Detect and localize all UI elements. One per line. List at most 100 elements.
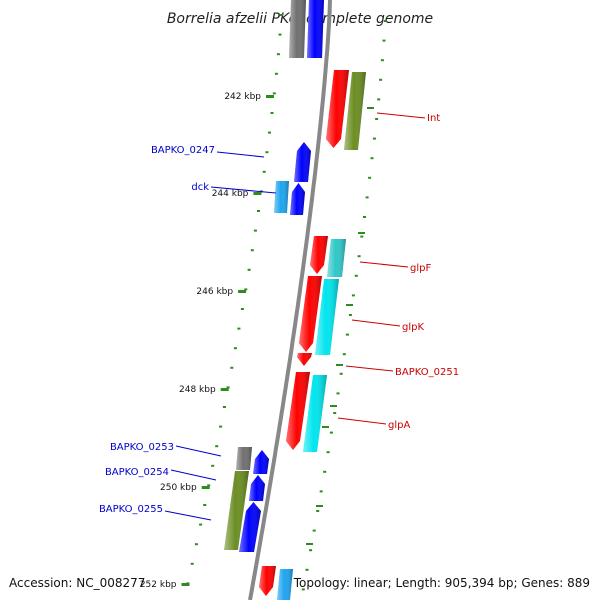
minor-tick-right xyxy=(365,196,369,199)
gene-glpk-red[interactable] xyxy=(299,276,322,352)
gene-bapko-0247[interactable] xyxy=(294,142,311,182)
minor-tick-left xyxy=(233,347,237,350)
minor-tick-right xyxy=(377,98,381,101)
minor-tick-left xyxy=(257,210,260,212)
gene-glpa-red[interactable] xyxy=(286,372,310,450)
minor-tick-right xyxy=(326,451,330,454)
major-tick xyxy=(201,486,210,489)
leader-line-glpk xyxy=(351,319,401,327)
minor-tick-left xyxy=(250,249,254,252)
minor-tick-left xyxy=(207,484,211,487)
minor-tick-left xyxy=(274,72,278,75)
gene-bottom-red[interactable] xyxy=(259,566,276,596)
minor-tick-right xyxy=(323,470,327,473)
gene-features xyxy=(224,0,366,600)
right-tick xyxy=(367,107,374,109)
tick-label: 248 kbp xyxy=(179,385,216,395)
gene-label-bapko-0254[interactable]: BAPKO_0254 xyxy=(105,467,169,478)
leader-line-bapko-0253 xyxy=(175,445,222,457)
right-tick xyxy=(322,426,329,428)
leader-line-bapko-0255 xyxy=(164,510,212,521)
gene-bapko-0254-olive[interactable] xyxy=(224,471,249,550)
gene-int-red[interactable] xyxy=(326,70,349,148)
gene-label-glpa[interactable]: glpA xyxy=(388,420,410,431)
minor-tick-right xyxy=(363,216,366,218)
gene-dck-lightblue[interactable] xyxy=(274,181,289,213)
minor-tick-right xyxy=(354,274,358,277)
gene-label-bapko-0255[interactable]: BAPKO_0255 xyxy=(99,504,163,515)
gene-bottom-lightblue[interactable] xyxy=(277,569,293,600)
minor-tick-left xyxy=(211,464,215,467)
minor-tick-right xyxy=(345,333,349,336)
minor-tick-right xyxy=(372,137,376,140)
minor-tick-right xyxy=(357,255,361,258)
tick-label: 252 kbp xyxy=(140,580,177,590)
major-tick xyxy=(181,583,190,586)
minor-tick-right xyxy=(368,176,372,179)
gene-bapko-0251[interactable] xyxy=(297,353,312,366)
minor-tick-right xyxy=(301,588,305,591)
gene-glpk-cyan[interactable] xyxy=(315,279,339,355)
minor-tick-left xyxy=(215,445,219,448)
minor-tick-marks xyxy=(186,14,387,591)
gene-top-gray[interactable] xyxy=(289,0,306,58)
gene-label-bapko-0251[interactable]: BAPKO_0251 xyxy=(395,367,459,378)
minor-tick-left xyxy=(240,308,244,310)
gene-glpf-red[interactable] xyxy=(310,236,328,274)
leader-line-int xyxy=(376,112,426,119)
gene-dck-blue[interactable] xyxy=(290,183,305,215)
gene-label-glpf[interactable]: glpF xyxy=(410,263,431,274)
minor-tick-right xyxy=(380,59,384,62)
gene-bapko-0254-blue[interactable] xyxy=(249,475,265,501)
minor-tick-right xyxy=(336,392,340,395)
minor-tick-right xyxy=(312,529,316,532)
leader-line-glpa xyxy=(337,417,387,425)
minor-tick-right xyxy=(382,39,386,42)
minor-tick-right xyxy=(333,412,337,414)
minor-tick-right xyxy=(360,235,364,238)
minor-tick-left xyxy=(190,562,194,565)
minor-tick-left xyxy=(244,288,248,291)
major-tick xyxy=(253,192,262,195)
minor-tick-right xyxy=(316,510,320,512)
minor-tick-left xyxy=(265,151,269,154)
gene-label-bapko-0247[interactable]: BAPKO_0247 xyxy=(151,145,215,156)
major-tick xyxy=(220,388,229,391)
minor-tick-right xyxy=(329,431,333,434)
minor-tick-right xyxy=(342,353,346,356)
gene-bapko-0255-blue[interactable] xyxy=(239,502,261,552)
minor-tick-left xyxy=(203,504,207,506)
minor-tick-right xyxy=(305,568,309,571)
gene-label-int[interactable]: Int xyxy=(427,113,440,124)
gene-label-dck[interactable]: dck xyxy=(191,182,209,193)
minor-tick-right xyxy=(383,20,387,22)
minor-tick-left xyxy=(270,112,274,114)
topology-text: Topology: linear; Length: 905,394 bp; Ge… xyxy=(293,576,590,590)
minor-tick-left xyxy=(199,523,203,526)
minor-tick-right xyxy=(351,294,355,297)
gene-glpa-cyan[interactable] xyxy=(303,375,327,452)
gene-bapko-0253-gray[interactable] xyxy=(236,447,252,470)
tick-label: 244 kbp xyxy=(212,189,249,199)
minor-tick-left xyxy=(230,366,234,369)
gene-int-olive[interactable] xyxy=(344,72,366,150)
minor-tick-left xyxy=(253,229,257,232)
gene-top-blue[interactable] xyxy=(307,0,324,58)
major-tick-marks: 242 kbp 244 kbp 246 kbp 248 kbp 250 kbp 252 k… xyxy=(140,92,374,590)
major-tick xyxy=(238,290,247,293)
gene-bapko-0253-blue[interactable] xyxy=(253,450,269,474)
minor-tick-left xyxy=(194,543,198,546)
right-tick xyxy=(306,543,313,545)
gene-label-glpk[interactable]: glpK xyxy=(402,322,424,333)
minor-tick-left xyxy=(237,327,241,330)
leader-line-glpf xyxy=(359,261,409,268)
gene-glpf-teal[interactable] xyxy=(327,239,346,277)
gene-label-bapko-0253[interactable]: BAPKO_0253 xyxy=(110,442,174,453)
tick-label: 242 kbp xyxy=(224,92,261,102)
tick-label: 250 kbp xyxy=(160,483,197,493)
major-tick xyxy=(266,95,274,98)
right-tick xyxy=(330,405,337,407)
minor-tick-left xyxy=(262,170,266,173)
